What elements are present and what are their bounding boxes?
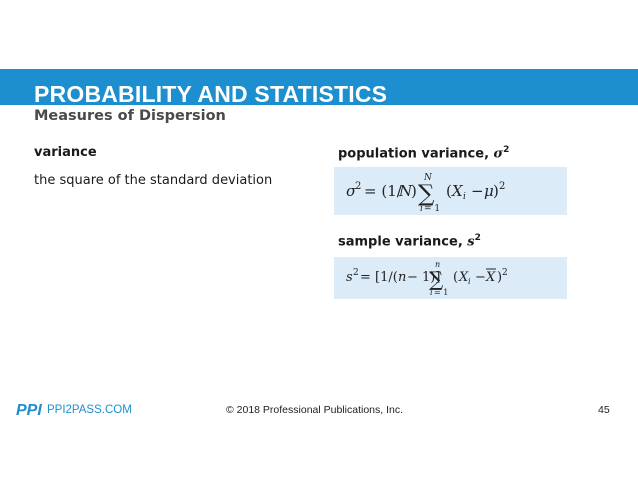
svg-text:N: N [423, 173, 433, 183]
svg-text:= [1/(: = [1/( [360, 270, 398, 285]
svg-text:i: i [420, 204, 423, 214]
sample-variance-symbol: s [467, 234, 475, 250]
svg-text:= 1: = 1 [434, 288, 448, 297]
title-bar [0, 69, 638, 105]
population-variance-exponent: 2 [503, 145, 510, 155]
svg-text:n: n [435, 260, 440, 269]
sample-variance-formula: s 2 = [1/( n − 1)] n ∑ i = 1 ( X i − X )… [334, 257, 567, 299]
population-variance-label: population variance, [338, 146, 494, 162]
footer-site-link[interactable]: PPI2PASS.COM [47, 404, 132, 416]
svg-text:∑: ∑ [418, 181, 435, 207]
svg-text:= (1/: = (1/ [364, 182, 403, 200]
svg-text:− 1)]: − 1)] [407, 270, 440, 285]
svg-text:= 1: = 1 [424, 204, 440, 214]
svg-text:X: X [451, 182, 464, 200]
svg-text:2: 2 [499, 181, 505, 192]
sample-variance-exponent: 2 [474, 233, 481, 243]
page-number: 45 [598, 404, 610, 416]
svg-text:s: s [346, 270, 353, 285]
svg-text:X: X [485, 270, 496, 285]
svg-text:(: ( [453, 270, 458, 285]
svg-text:X: X [458, 270, 469, 285]
slide-subtitle: Measures of Dispersion [34, 108, 226, 124]
svg-text:): ) [411, 182, 417, 200]
ppi-logo: PPI [16, 402, 42, 419]
svg-text:): ) [497, 270, 502, 285]
population-formula-graphic: σ 2 = (1/ N ) N ∑ i = 1 ( X i − μ ) 2 [346, 173, 505, 214]
svg-text:n: n [398, 270, 406, 285]
svg-text:−: − [475, 270, 486, 285]
svg-text:i: i [430, 288, 433, 297]
svg-text:(: ( [446, 182, 452, 200]
population-variance-formula: σ 2 = (1/ N ) N ∑ i = 1 ( X i − μ ) 2 [334, 167, 567, 215]
svg-text:): ) [493, 182, 499, 200]
term-definition: the square of the standard deviation [34, 173, 273, 188]
sample-variance-heading: sample variance, s2 [338, 233, 481, 249]
term-variance: variance [34, 145, 97, 160]
svg-text:∑: ∑ [429, 267, 444, 291]
svg-text:2: 2 [355, 181, 361, 192]
sample-variance-label: sample variance, [338, 234, 468, 250]
population-variance-heading: population variance, σ2 [338, 145, 509, 161]
sample-formula-graphic: s 2 = [1/( n − 1)] n ∑ i = 1 ( X i − X )… [346, 260, 508, 297]
footer-copyright: © 2018 Professional Publications, Inc. [226, 404, 404, 416]
svg-text:σ: σ [346, 182, 357, 200]
slide-title: PROBABILITY AND STATISTICS [34, 81, 388, 107]
svg-text:2: 2 [353, 268, 359, 278]
svg-text:−: − [471, 182, 484, 200]
svg-text:i: i [463, 192, 466, 202]
svg-text:μ: μ [484, 182, 494, 200]
svg-text:2: 2 [502, 268, 508, 278]
svg-text:N: N [398, 182, 413, 200]
population-variance-symbol: σ [493, 146, 504, 162]
svg-text:i: i [468, 277, 471, 286]
